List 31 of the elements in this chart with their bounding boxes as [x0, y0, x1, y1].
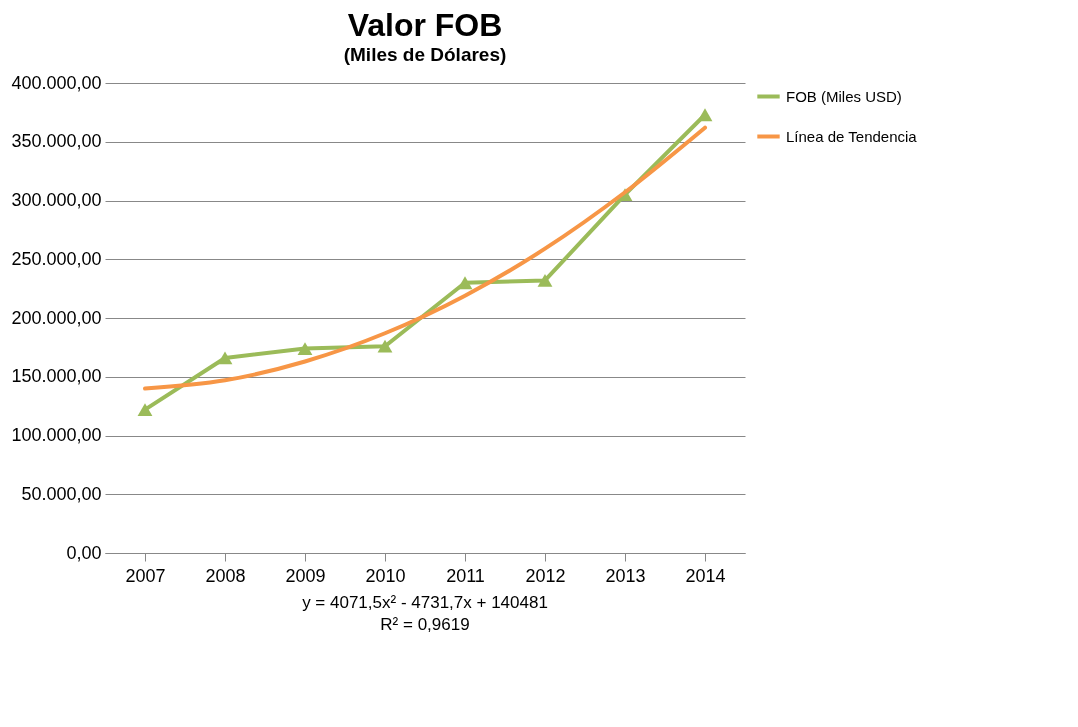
- text: y = 4071,5x² - 4731,7x + 140481: [302, 593, 548, 612]
- x-tick-label: 2009: [285, 565, 326, 586]
- legend-label: FOB (Miles USD): [786, 87, 902, 105]
- text: R² = 0,9619: [380, 615, 470, 634]
- point: [137, 403, 153, 417]
- x-tick-label: 2011: [446, 565, 485, 586]
- y-tick-label: 100.000,00: [11, 425, 102, 445]
- legend-label: Línea de Tendencia: [786, 127, 918, 145]
- y-tick-label: 0,00: [66, 542, 102, 563]
- y-tick-label: 200.000,00: [11, 307, 102, 328]
- chart-title: Valor FOB: [347, 7, 503, 43]
- point: [457, 276, 473, 290]
- point: [297, 342, 313, 355]
- point: [217, 351, 233, 365]
- y-tick-label: 300.000,00: [11, 190, 102, 210]
- x-tick-label: 2010: [365, 565, 406, 586]
- point: [537, 273, 553, 287]
- y-tick-label: 50.000,00: [21, 483, 102, 504]
- x-tick-label: 2007: [125, 565, 166, 586]
- y-tick-label: 400.000,00: [11, 72, 102, 93]
- x-tick-label: 2008: [205, 565, 246, 586]
- chart-subtitle: (Miles de Dólares): [343, 44, 507, 65]
- x-tick-label: 2014: [685, 565, 726, 586]
- line-series: [143, 125, 707, 391]
- y-tick-label: 250.000,00: [11, 248, 102, 269]
- point: [697, 108, 713, 122]
- y-tick-label: 150.000,00: [11, 366, 102, 387]
- x-tick-label: 2012: [525, 565, 566, 586]
- x-tick-label: 2013: [605, 565, 646, 586]
- y-tick-label: 350.000,00: [11, 131, 102, 152]
- point: [377, 339, 393, 353]
